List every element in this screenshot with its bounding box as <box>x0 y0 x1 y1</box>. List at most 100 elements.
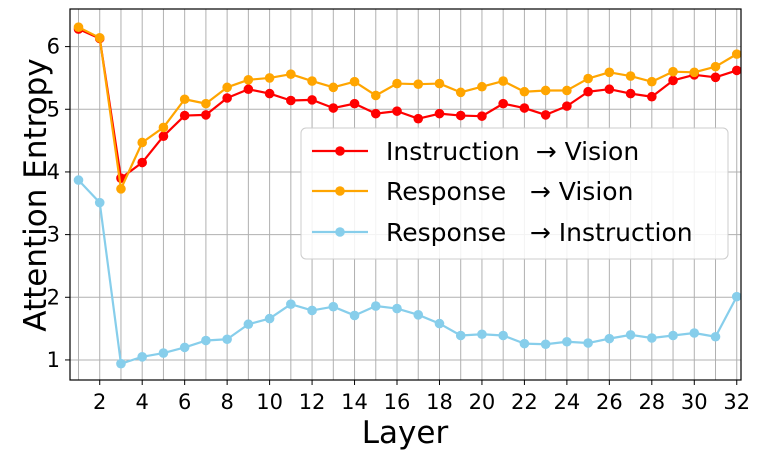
data-point <box>370 301 381 311</box>
data-point <box>264 73 275 83</box>
data-point <box>286 299 296 309</box>
data-point <box>710 72 721 83</box>
data-point <box>604 333 615 344</box>
data-point <box>540 110 551 120</box>
data-point <box>222 334 232 345</box>
data-point <box>179 110 190 121</box>
data-point <box>498 76 508 86</box>
data-point <box>731 65 742 76</box>
data-point <box>392 303 402 314</box>
x-tick-label: 28 <box>638 390 665 414</box>
data-point <box>73 22 84 32</box>
data-point <box>710 331 721 342</box>
data-point <box>158 131 169 142</box>
data-point <box>477 111 487 121</box>
data-point <box>137 157 147 168</box>
data-point <box>731 291 742 302</box>
data-point <box>498 98 508 109</box>
data-point <box>286 95 296 106</box>
x-tick-label: 8 <box>220 390 233 414</box>
x-tick-label: 4 <box>136 390 149 414</box>
data-point <box>413 79 424 90</box>
data-point <box>519 103 530 113</box>
legend-label: Instruction → Vision <box>386 137 639 166</box>
data-point <box>625 88 636 99</box>
data-point <box>137 137 147 148</box>
y-tick-label: 4 <box>47 160 60 184</box>
x-tick-label: 26 <box>596 390 623 414</box>
data-point <box>243 84 254 95</box>
data-point <box>370 90 381 101</box>
data-point <box>349 98 360 109</box>
data-point <box>307 76 317 86</box>
data-point <box>562 101 572 111</box>
data-point <box>583 338 593 348</box>
series-2 <box>73 22 742 194</box>
data-point <box>647 91 657 102</box>
y-tick-label: 2 <box>47 285 60 309</box>
data-point <box>307 305 317 316</box>
data-point <box>477 329 487 340</box>
data-point <box>477 81 487 92</box>
data-point <box>392 106 402 116</box>
y-tick-label: 3 <box>47 223 60 247</box>
data-point <box>455 330 466 341</box>
data-point <box>73 175 84 185</box>
data-point <box>604 84 615 95</box>
data-point <box>668 66 678 77</box>
legend-box <box>300 127 729 260</box>
data-point <box>116 184 126 194</box>
x-tick-label: 32 <box>723 390 750 414</box>
data-point <box>286 69 296 79</box>
data-point <box>137 352 147 362</box>
series-3 <box>73 175 742 369</box>
data-point <box>625 330 636 340</box>
plot-series <box>73 22 742 369</box>
x-tick-label: 14 <box>341 390 368 414</box>
data-point <box>307 95 317 105</box>
data-point <box>243 75 254 85</box>
data-point <box>201 98 211 109</box>
data-point <box>583 73 593 84</box>
data-point <box>562 85 572 96</box>
legend-marker <box>335 227 345 237</box>
legend: Instruction → Vision Response → Vision Res… <box>300 127 729 260</box>
data-point <box>158 348 169 358</box>
data-point <box>392 78 402 89</box>
data-point <box>434 318 445 329</box>
data-point <box>562 336 572 347</box>
data-point <box>264 313 275 324</box>
x-tick-label: 24 <box>554 390 581 414</box>
data-point <box>328 82 339 93</box>
y-tick-label: 1 <box>47 348 60 372</box>
y-tick-label: 5 <box>47 97 60 121</box>
data-point <box>519 86 530 97</box>
data-point <box>519 338 530 349</box>
data-point <box>434 108 445 119</box>
data-point <box>222 82 232 93</box>
data-point <box>94 197 105 208</box>
data-point <box>201 110 211 120</box>
data-point <box>668 330 678 341</box>
x-tick-label: 20 <box>469 390 496 414</box>
data-point <box>328 103 339 113</box>
data-point <box>179 94 190 105</box>
data-point <box>540 85 551 96</box>
data-point <box>349 310 360 321</box>
data-point <box>349 76 360 87</box>
data-point <box>370 108 381 119</box>
data-point <box>498 330 508 341</box>
legend-label: Response → Instruction <box>386 218 693 247</box>
data-point <box>158 122 169 133</box>
x-tick-label: 6 <box>178 390 191 414</box>
legend-marker <box>335 146 345 156</box>
x-axis-label: Layer <box>362 415 449 451</box>
data-point <box>413 310 424 320</box>
data-point <box>243 319 254 330</box>
data-point <box>328 301 339 312</box>
data-point <box>689 328 700 338</box>
data-point <box>540 339 551 350</box>
y-tick-label: 6 <box>47 35 60 59</box>
